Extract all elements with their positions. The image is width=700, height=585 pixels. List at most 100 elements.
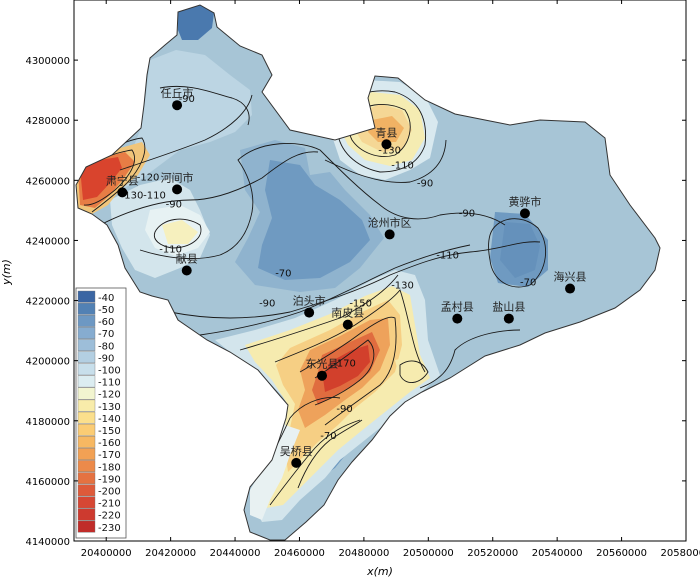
legend-swatch: [77, 315, 96, 327]
y-tick-label: 4140000: [25, 537, 70, 548]
place-dot: [342, 319, 353, 330]
place-name: 沧州市区: [368, 215, 412, 229]
legend-swatch: [77, 411, 96, 424]
x-axis: 20400000 20420000 20440000 20460000 20480000…: [81, 0, 700, 559]
place-dot: [181, 265, 192, 276]
place-dot: [172, 184, 183, 195]
legend-label: -50: [98, 305, 114, 316]
place-dot: [565, 283, 576, 294]
x-tick-label: 20400000: [81, 548, 132, 559]
contour-label: -90: [417, 178, 433, 189]
legend-swatch: [77, 351, 96, 364]
contour-lines: [83, 85, 546, 506]
y-tick-label: 4300000: [25, 56, 70, 67]
place-name: 青县: [375, 126, 397, 139]
place-dot: [117, 187, 128, 198]
place-marker: 吴桥县: [280, 445, 313, 468]
x-tick-label: 20440000: [210, 548, 261, 559]
legend-swatch: [77, 302, 96, 315]
legend-swatch: [77, 327, 96, 339]
place-name: 盐山县: [492, 301, 525, 314]
place-marker: 肃宁县: [106, 173, 139, 198]
y-axis-label: y(m): [0, 259, 13, 286]
x-axis-label: x(m): [366, 565, 393, 578]
legend-label: -40: [98, 293, 114, 304]
place-name: 海兴县: [554, 270, 587, 284]
legend-label: -130: [98, 402, 121, 413]
x-tick-label: 20420000: [145, 548, 196, 559]
place-name: 东光县: [306, 357, 339, 371]
place-name: 黄骅市: [508, 194, 541, 208]
legend-swatch: [77, 460, 96, 472]
place-marker: 泊头市: [293, 294, 326, 318]
legend-label: -90: [98, 353, 114, 364]
y-tick-label: 4180000: [25, 417, 70, 428]
place-marker: 任丘市: [161, 86, 194, 111]
place-marker: 海兴县: [554, 270, 587, 294]
contour-label: -90: [459, 208, 475, 219]
legend-swatch: [77, 339, 96, 351]
legend-swatch: [77, 520, 96, 533]
contour-label: -70: [320, 431, 336, 442]
x-tick-label: 20500000: [403, 548, 454, 559]
y-tick-label: 4260000: [25, 176, 70, 187]
place-name: 南皮县: [331, 307, 364, 320]
x-tick-label: 20540000: [532, 548, 583, 559]
y-axis: 4300000 4280000 4260000 4240000 4220000 42000…: [25, 56, 686, 548]
place-name: 泊头市: [293, 294, 326, 308]
place-marker: 献县: [176, 252, 198, 276]
legend: -40-50-60-70-80-90-100-110-120-130-140-1…: [75, 287, 127, 539]
x-tick-label: 20480000: [338, 548, 389, 559]
legend-label: -190: [98, 474, 121, 485]
legend-swatch: [77, 472, 96, 485]
place-dot: [381, 139, 392, 150]
place-marker: 沧州市区: [368, 215, 412, 240]
contour-label: -110: [143, 190, 166, 201]
contour-label-layer: -90-130-110-90-120-130 -110-90-110-90-110…: [121, 94, 537, 442]
legend-label: -210: [98, 499, 121, 510]
contour-label: -70: [520, 278, 536, 289]
contour-label: -70: [275, 269, 291, 280]
legend-swatch: [77, 508, 96, 521]
legend-label: -180: [98, 462, 121, 473]
place-dot: [452, 313, 463, 324]
legend-swatch: [77, 484, 96, 497]
contour-label: -150: [349, 299, 372, 310]
region-outline: [75, 4, 661, 541]
place-marker: 盐山县: [492, 301, 525, 324]
legend-label: -170: [98, 450, 121, 461]
place-name: 河间市: [161, 170, 194, 184]
place-dot: [384, 229, 395, 240]
legend-label: -150: [98, 426, 121, 437]
place-marker: 黄骅市: [508, 194, 541, 219]
x-tick-label: 20580000: [661, 548, 700, 559]
y-tick-label: 4200000: [25, 357, 70, 368]
legend-label: -200: [98, 487, 121, 498]
contour-label: -130: [121, 190, 144, 201]
y-tick-label: 4220000: [25, 297, 70, 308]
legend-swatch: [77, 436, 96, 448]
x-tick-label: 20520000: [467, 548, 518, 559]
legend-swatch: [77, 423, 96, 436]
legend-label: -220: [98, 511, 121, 522]
place-marker: 东光县: [306, 357, 339, 381]
legend-label: -110: [98, 378, 121, 389]
contour-label: -130: [378, 145, 401, 156]
place-dot: [304, 307, 315, 318]
place-name: 献县: [176, 252, 198, 266]
legend-label: -100: [98, 366, 121, 377]
legend-label: -80: [98, 341, 114, 352]
contour-label: -170: [333, 359, 356, 370]
legend-swatch: [77, 290, 96, 303]
contour-label: -110: [436, 250, 459, 261]
place-name: 吴桥县: [280, 445, 313, 458]
contour-label: -110: [391, 160, 414, 171]
contour-label: -110: [159, 244, 182, 255]
contour-label: -120: [137, 172, 160, 183]
legend-swatch: [77, 496, 96, 509]
legend-label: -60: [98, 317, 114, 328]
place-marker: 青县: [375, 126, 397, 150]
x-tick-label: 20460000: [274, 548, 325, 559]
